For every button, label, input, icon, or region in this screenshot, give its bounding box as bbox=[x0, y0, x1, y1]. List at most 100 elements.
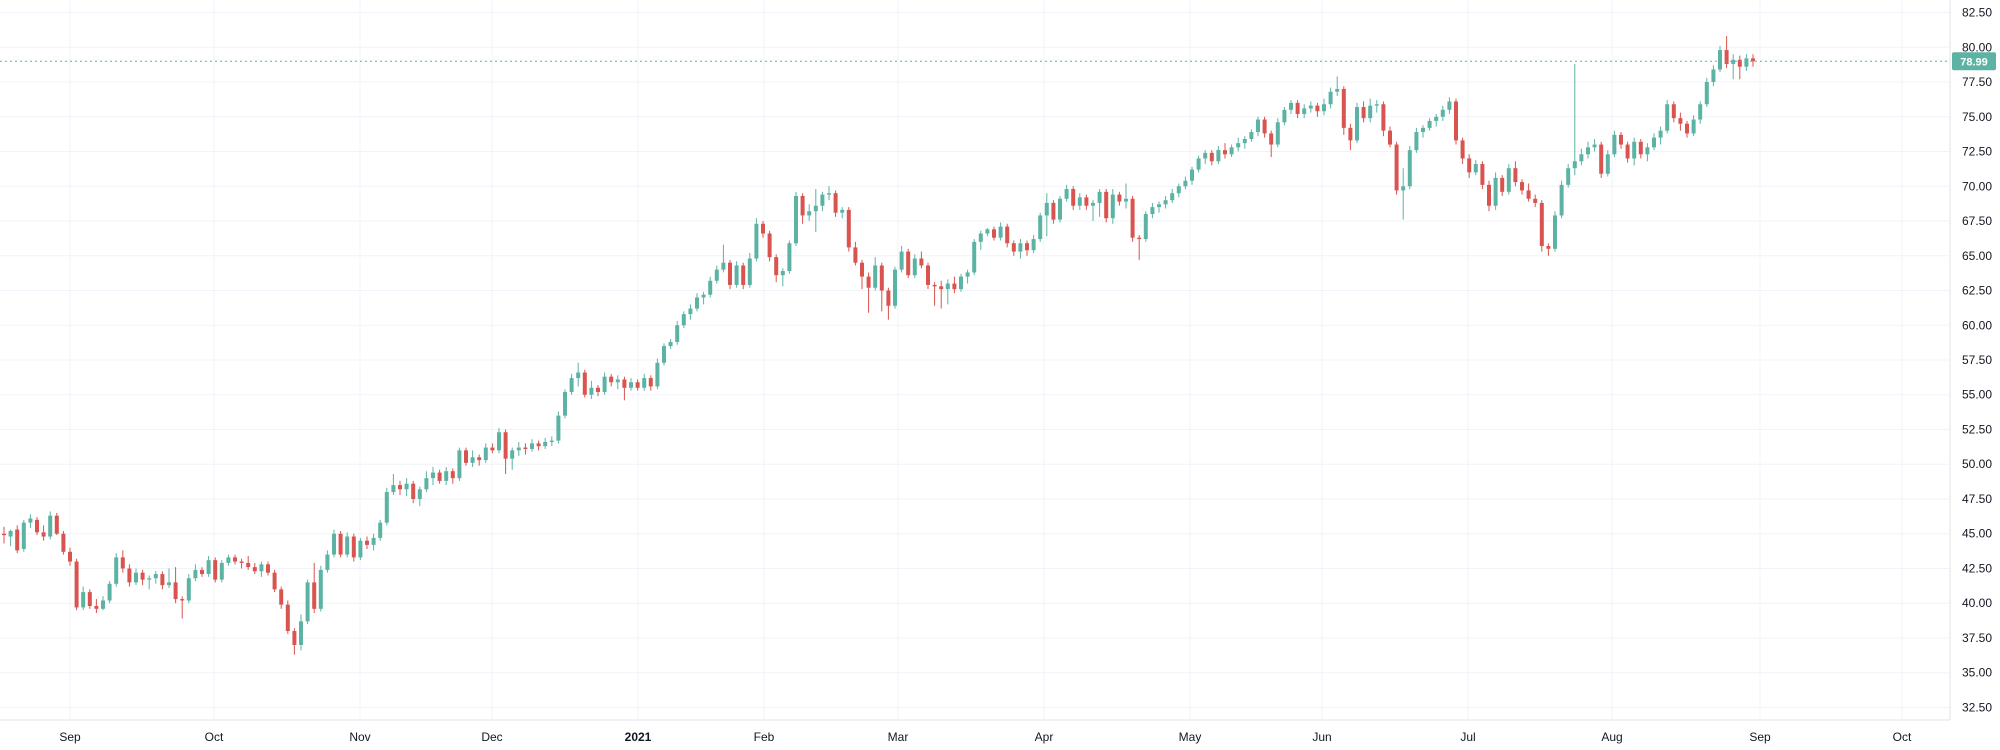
x-tick-label: Nov bbox=[349, 730, 370, 744]
candle bbox=[246, 555, 251, 570]
candle bbox=[1632, 137, 1637, 166]
candle-body bbox=[800, 195, 805, 216]
candle-body bbox=[992, 229, 996, 238]
candle-body bbox=[893, 269, 897, 306]
price-axis[interactable]: 82.50 80.00 77.50 75.00 72.50 70.00 67.50 65.00… bbox=[1949, 0, 1992, 720]
candle bbox=[1018, 239, 1023, 259]
candle-body bbox=[1718, 50, 1722, 70]
candle-body bbox=[576, 372, 581, 379]
candle bbox=[1506, 164, 1511, 195]
candle-body bbox=[516, 447, 521, 451]
candle-body bbox=[490, 447, 495, 451]
x-tick-label: Jul bbox=[1460, 730, 1475, 744]
candle-body bbox=[741, 265, 746, 285]
y-tick-label: 45.00 bbox=[1962, 527, 1992, 541]
candle-body bbox=[1612, 134, 1617, 155]
candle bbox=[1058, 195, 1062, 223]
candle-body bbox=[708, 280, 713, 295]
candle-body bbox=[767, 233, 772, 258]
candle-body bbox=[1421, 127, 1425, 133]
candle-body bbox=[1025, 243, 1029, 251]
candle bbox=[998, 222, 1003, 241]
candle bbox=[503, 429, 508, 474]
candle-body bbox=[120, 557, 125, 569]
candle bbox=[1612, 130, 1617, 158]
x-tick-label: Jun bbox=[1312, 730, 1331, 744]
candle-body bbox=[1157, 204, 1161, 208]
candle bbox=[180, 596, 185, 619]
candle-body bbox=[1295, 102, 1300, 114]
candle bbox=[490, 443, 495, 454]
candle bbox=[1572, 63, 1577, 176]
candle-body bbox=[1315, 105, 1320, 112]
candle bbox=[21, 519, 26, 552]
candle-body bbox=[1427, 120, 1432, 128]
candle-body bbox=[1652, 137, 1656, 148]
candle bbox=[1341, 86, 1346, 135]
candle-body bbox=[543, 442, 548, 447]
x-tick-label: Oct bbox=[1893, 730, 1912, 744]
candle-body bbox=[912, 258, 917, 276]
candle-body bbox=[1322, 104, 1326, 112]
candle-body bbox=[728, 262, 732, 285]
candle-body bbox=[1731, 59, 1736, 64]
candle-body bbox=[1328, 91, 1333, 105]
candle bbox=[1731, 54, 1736, 80]
candle-body bbox=[873, 265, 878, 288]
candle-body bbox=[998, 226, 1003, 238]
candle-body bbox=[853, 247, 858, 263]
candle bbox=[1361, 101, 1366, 123]
candle-body bbox=[1091, 202, 1095, 206]
candle-body bbox=[655, 362, 660, 387]
candle-body bbox=[952, 283, 957, 290]
candle-body bbox=[318, 569, 323, 609]
candle bbox=[206, 555, 211, 577]
candle bbox=[101, 596, 105, 611]
candle-body bbox=[470, 457, 475, 463]
candle bbox=[879, 262, 884, 312]
y-tick-label: 42.50 bbox=[1962, 561, 1992, 575]
candle-body bbox=[1394, 144, 1399, 191]
candle-body bbox=[457, 450, 462, 479]
candle bbox=[391, 473, 396, 495]
candle bbox=[846, 207, 851, 252]
candle bbox=[1157, 201, 1161, 213]
candle bbox=[1586, 141, 1590, 159]
candle bbox=[807, 204, 812, 222]
x-tick-label: Mar bbox=[888, 730, 909, 744]
candle bbox=[1005, 223, 1010, 248]
candle bbox=[1110, 189, 1115, 224]
y-tick-label: 55.00 bbox=[1962, 388, 1992, 402]
candle-body bbox=[1658, 130, 1663, 138]
candle-body bbox=[945, 283, 950, 290]
candle-body bbox=[127, 568, 132, 583]
candle bbox=[292, 628, 297, 655]
candle-body bbox=[668, 341, 673, 347]
candle-body bbox=[1744, 58, 1749, 67]
candle bbox=[721, 244, 726, 273]
candle-body bbox=[1619, 134, 1623, 145]
candle-body bbox=[886, 290, 891, 306]
candle-body bbox=[1335, 88, 1340, 92]
candle-body bbox=[642, 378, 647, 388]
candle-body bbox=[266, 564, 270, 573]
candle bbox=[1137, 234, 1142, 260]
candle-body bbox=[1269, 133, 1274, 145]
time-axis[interactable]: Sep Oct Nov Dec 2021 Feb Mar Apr May Jun Jul Aug Sep… bbox=[0, 719, 1950, 744]
candle-body bbox=[807, 211, 812, 216]
candle-body bbox=[939, 286, 944, 290]
y-tick-label: 62.50 bbox=[1962, 284, 1992, 298]
candle bbox=[866, 272, 871, 313]
last-price-label: 78.99 bbox=[1960, 56, 1988, 68]
candle bbox=[114, 553, 119, 587]
candle-body bbox=[1374, 104, 1379, 106]
candle-body bbox=[1005, 226, 1010, 244]
candle-body bbox=[1685, 123, 1689, 134]
candle bbox=[1401, 168, 1406, 220]
candle-body bbox=[714, 269, 719, 281]
candle-body bbox=[866, 276, 871, 288]
candle bbox=[932, 282, 937, 306]
candle bbox=[81, 586, 86, 611]
candle-body bbox=[1737, 59, 1742, 67]
